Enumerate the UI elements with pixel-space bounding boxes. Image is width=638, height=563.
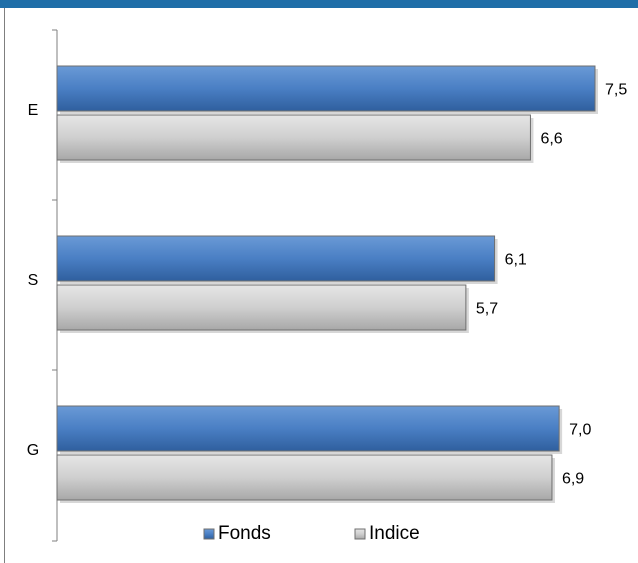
header-band — [0, 0, 638, 8]
data-label: 7,0 — [569, 422, 591, 439]
legend-label: Indice — [369, 523, 420, 544]
legend-swatch-indice — [354, 528, 366, 540]
data-label: 6,9 — [562, 471, 584, 488]
category-label: G — [27, 442, 39, 459]
legend-swatch-fonds — [203, 528, 215, 540]
data-label: 7,5 — [605, 82, 627, 99]
bar-indice — [56, 454, 553, 501]
frame-left-border — [4, 8, 5, 563]
bar-fonds — [56, 235, 496, 282]
data-label: 6,6 — [540, 131, 562, 148]
legend-label: Fonds — [218, 523, 271, 544]
data-label: 5,7 — [476, 301, 498, 318]
category-label: S — [28, 272, 39, 289]
bar-indice — [56, 114, 531, 161]
bar-fonds — [56, 65, 596, 112]
bar-fonds — [56, 405, 560, 452]
category-label: E — [28, 102, 39, 119]
bar-indice — [56, 284, 467, 331]
data-label: 6,1 — [505, 252, 527, 269]
